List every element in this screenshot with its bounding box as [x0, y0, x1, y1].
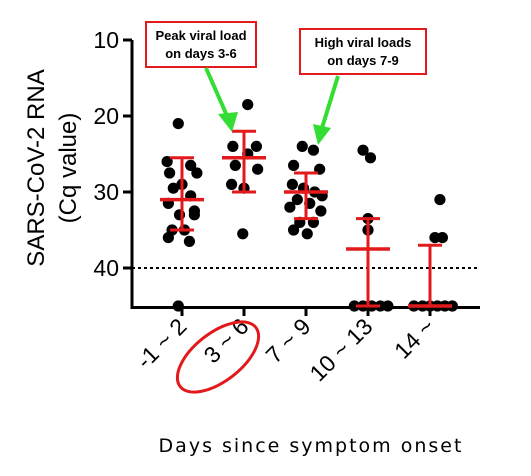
- data-point: [288, 224, 300, 236]
- y-tick-label: 40: [93, 255, 119, 281]
- data-point: [167, 182, 179, 194]
- y-axis-title-line2: (Cq value): [55, 113, 82, 224]
- arrow-peak-head-icon: [218, 112, 238, 132]
- callout-peak-box: [145, 21, 257, 68]
- data-point: [227, 140, 239, 152]
- x-tick-label: 10 ~ 13: [304, 313, 377, 386]
- data-point: [357, 144, 369, 156]
- data-point: [348, 300, 360, 312]
- data-point: [315, 205, 327, 217]
- data-point: [252, 163, 264, 175]
- callout-high-line1: High viral loads: [315, 35, 412, 50]
- data-point: [382, 300, 394, 312]
- data-point: [284, 201, 296, 213]
- y-axis-title-line1: SARS-CoV-2 RNA: [23, 69, 50, 266]
- arrow-peak-icon: [204, 67, 230, 119]
- data-point: [436, 232, 448, 244]
- data-point: [250, 140, 262, 152]
- data-point: [307, 144, 320, 156]
- callout-high-box: [299, 28, 427, 75]
- data-point: [296, 140, 308, 152]
- data-point: [162, 232, 174, 244]
- data-point: [164, 167, 176, 179]
- x-axis-title: Days since symptom onset: [159, 435, 464, 457]
- highlight-ellipse: [175, 320, 261, 394]
- data-point: [188, 209, 200, 221]
- data-point: [364, 152, 377, 164]
- y-axis-title: SARS-CoV-2 RNA (Cq value): [23, 69, 82, 266]
- data-point: [172, 118, 184, 130]
- data-point: [434, 194, 446, 206]
- data-point: [191, 167, 203, 179]
- data-point: [446, 300, 458, 312]
- y-tick-label: 10: [93, 27, 119, 53]
- data-point: [286, 178, 298, 190]
- data-point: [288, 159, 300, 171]
- arrow-high-head-icon: [313, 124, 331, 145]
- callout-high: High viral loads on days 7-9: [299, 28, 427, 75]
- callout-peak-line2: on days 3-6: [165, 46, 237, 61]
- arrow-high-icon: [320, 75, 340, 129]
- data-point: [242, 99, 254, 111]
- callout-peak-line1: Peak viral load: [155, 28, 246, 43]
- data-point: [237, 228, 249, 240]
- data-point: [185, 159, 197, 171]
- callout-peak: Peak viral load on days 3-6: [145, 21, 257, 68]
- data-point: [301, 228, 313, 240]
- data-point: [229, 159, 241, 171]
- y-tick-label: 20: [93, 103, 119, 129]
- callout-high-line2: on days 7-9: [327, 53, 399, 68]
- data-marks: [160, 99, 458, 312]
- y-tick-label: 30: [93, 179, 119, 205]
- x-tick-label: 7 ~ 9: [261, 313, 316, 368]
- data-point: [291, 194, 303, 206]
- data-point: [161, 156, 173, 168]
- data-point: [172, 300, 184, 312]
- data-point: [183, 235, 196, 247]
- annotation-arrows: [204, 67, 340, 145]
- x-tick-label: 14 ~: [389, 313, 439, 363]
- data-point: [226, 178, 238, 190]
